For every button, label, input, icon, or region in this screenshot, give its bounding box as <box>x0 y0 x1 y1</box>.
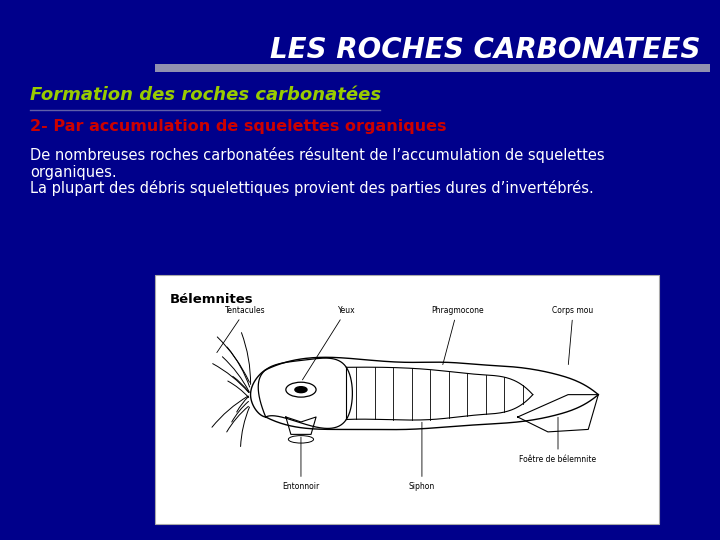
Text: La plupart des débris squelettiques provient des parties dures d’invertébrés.: La plupart des débris squelettiques prov… <box>30 180 594 196</box>
Text: De nombreuses roches carbonatées résultent de l’accumulation de squelettes: De nombreuses roches carbonatées résulte… <box>30 147 605 163</box>
Text: Yeux: Yeux <box>302 306 355 380</box>
Text: Foêtre de bélemnite: Foêtre de bélemnite <box>519 417 597 464</box>
Circle shape <box>295 387 307 393</box>
Bar <box>155 64 710 72</box>
Bar <box>155 275 659 524</box>
Text: Tentacules: Tentacules <box>217 306 266 353</box>
Text: Corps mou: Corps mou <box>552 306 594 365</box>
Text: LES ROCHES CARBONATEES: LES ROCHES CARBONATEES <box>269 36 700 64</box>
Text: organiques.: organiques. <box>30 165 117 179</box>
Text: Phragmocone: Phragmocone <box>431 306 484 365</box>
Text: Siphon: Siphon <box>409 422 435 491</box>
Text: Formation des roches carbonatées: Formation des roches carbonatées <box>30 86 381 104</box>
Text: Entonnoir: Entonnoir <box>282 437 320 491</box>
Text: Bélemnites: Bélemnites <box>170 293 253 306</box>
Text: 2- Par accumulation de squelettes organiques: 2- Par accumulation de squelettes organi… <box>30 119 446 134</box>
